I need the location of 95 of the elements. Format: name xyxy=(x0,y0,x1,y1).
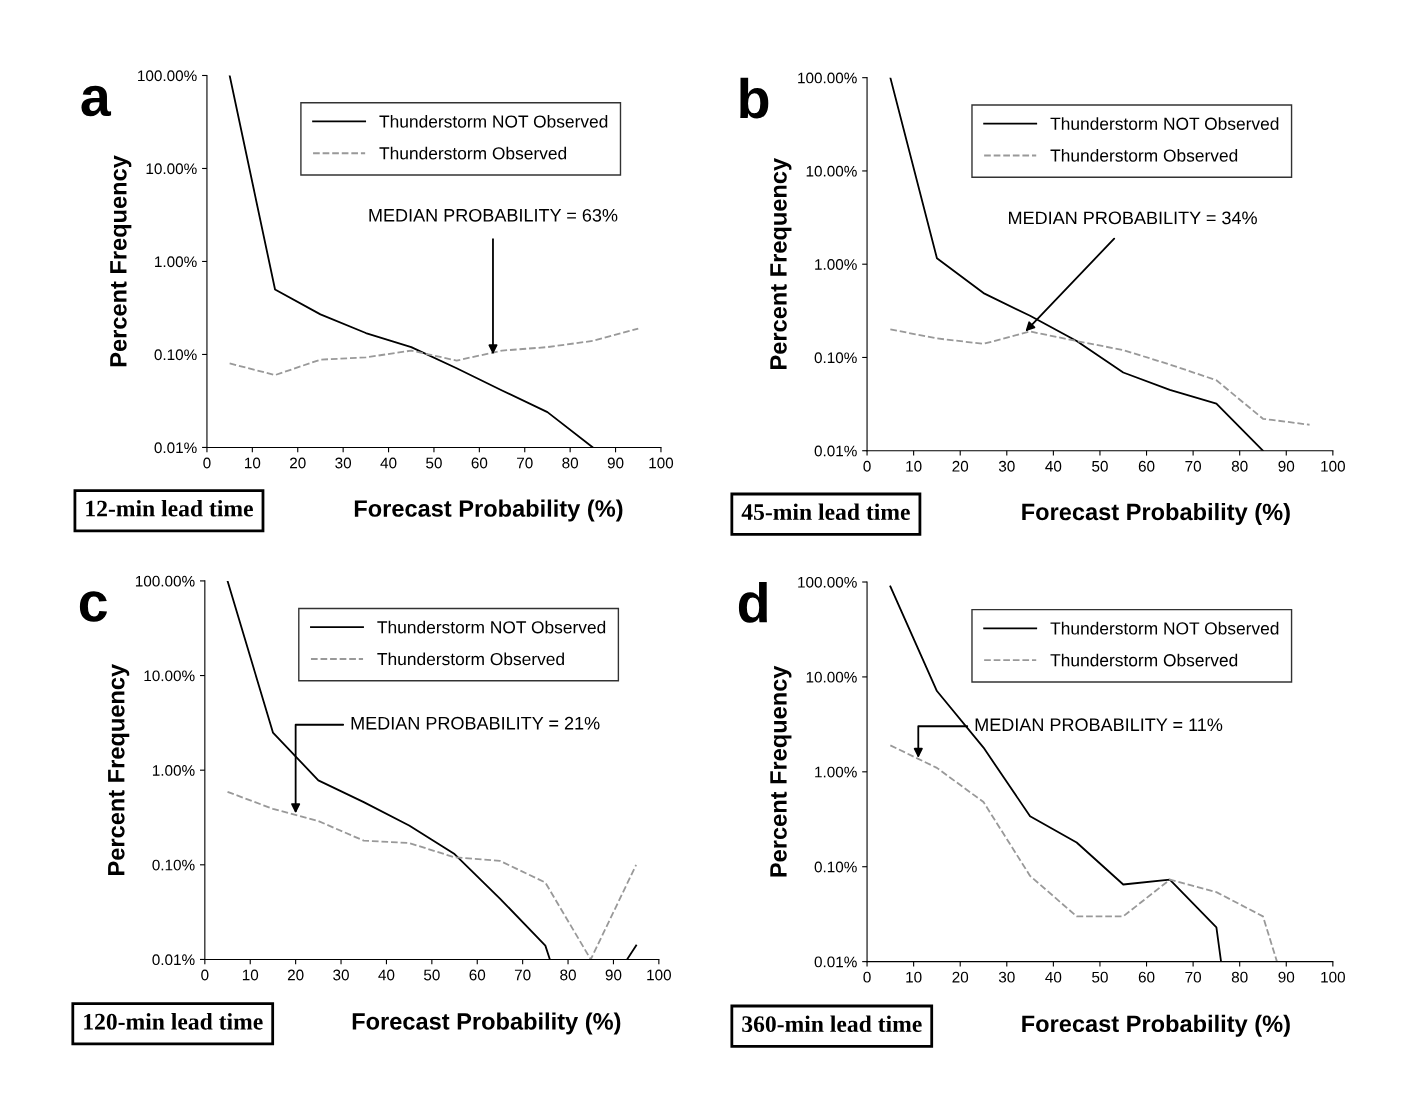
x-tick-label: 90 xyxy=(607,457,624,469)
x-tick-label: 80 xyxy=(560,969,576,981)
x-tick-label: 80 xyxy=(562,457,579,469)
y-tick-label: 100.00% xyxy=(798,72,857,84)
text: 45-min lead time xyxy=(741,503,910,521)
text: b xyxy=(740,77,769,119)
y-tick-label: 100.00% xyxy=(798,576,857,588)
x-tick-label: 80 xyxy=(1231,971,1248,983)
text: d xyxy=(738,582,767,623)
x-axis-title: Forecast Probability (%) xyxy=(1022,1014,1290,1037)
legend-label: Thunderstorm Observed xyxy=(1050,148,1238,162)
x-tick-label: 100 xyxy=(647,969,671,981)
x-tick-label: 40 xyxy=(1045,971,1062,983)
x-tick-label: 30 xyxy=(998,460,1015,472)
x-tick-label: 100 xyxy=(1321,971,1345,983)
x-tick-label: 90 xyxy=(605,969,622,981)
x-tick-label: 50 xyxy=(426,457,442,469)
x-tick-label: 40 xyxy=(1045,460,1062,472)
x-tick-label: 80 xyxy=(1231,460,1248,472)
x-tick-label: 100 xyxy=(649,457,674,469)
y-tick-label: 10.00% xyxy=(806,671,857,683)
x-tick-label: 20 xyxy=(287,969,304,981)
y-tick-label: 10.00% xyxy=(144,670,195,682)
legend-label: Thunderstorm NOT Observed xyxy=(377,620,606,634)
y-tick-label: 10.00% xyxy=(146,163,197,175)
x-tick-label: 60 xyxy=(1138,460,1155,472)
x-tick-label: 30 xyxy=(333,969,349,981)
x-tick-label: 100 xyxy=(1321,460,1345,472)
annotation: MEDIAN PROBABILITY = 21% xyxy=(351,716,600,730)
y-tick-label: 1.00% xyxy=(815,259,857,270)
legend-label: Thunderstorm Observed xyxy=(377,652,564,666)
y-tick-label: 0.10% xyxy=(814,352,857,364)
text: 360-min lead time xyxy=(742,1015,922,1033)
y-axis-title: Percent Frequency xyxy=(770,158,792,369)
y-tick-label: 0.10% xyxy=(814,861,857,873)
x-tick-label: 0 xyxy=(863,971,871,983)
x-tick-label: 0 xyxy=(863,460,871,472)
x-tick-label: 70 xyxy=(1185,971,1202,983)
x-tick-label: 10 xyxy=(906,460,922,472)
x-tick-label: 70 xyxy=(514,969,531,981)
y-axis-title: Percent Frequency xyxy=(108,664,130,875)
line-series xyxy=(228,327,640,376)
text: a xyxy=(81,85,112,117)
y-tick-label: 0.01% xyxy=(154,442,197,454)
x-tick-label: 30 xyxy=(335,457,352,469)
x-tick-label: 40 xyxy=(378,969,395,981)
x-tick-label: 20 xyxy=(952,460,969,472)
x-tick-label: 0 xyxy=(203,457,211,469)
x-tick-label: 0 xyxy=(201,969,209,981)
annotation: MEDIAN PROBABILITY = 34% xyxy=(1009,211,1257,225)
x-tick-label: 10 xyxy=(242,969,259,981)
line-series xyxy=(226,790,638,960)
x-tick-label: 60 xyxy=(471,457,488,469)
x-tick-label: 40 xyxy=(380,457,397,469)
x-tick-label: 50 xyxy=(1092,971,1108,983)
x-axis-title: Forecast Probability (%) xyxy=(354,499,623,522)
x-tick-label: 90 xyxy=(1278,971,1295,983)
annotation: MEDIAN PROBABILITY = 11% xyxy=(975,718,1223,732)
line-series xyxy=(889,744,1278,962)
y-tick-label: 1.00% xyxy=(152,765,195,776)
y-tick-label: 0.10% xyxy=(152,859,195,871)
x-tick-label: 60 xyxy=(469,969,486,981)
text: c xyxy=(79,591,107,622)
y-tick-label: 10.00% xyxy=(806,165,857,177)
y-tick-label: 0.10% xyxy=(154,349,197,361)
x-tick-label: 50 xyxy=(423,969,440,981)
x-tick-label: 70 xyxy=(1185,460,1202,472)
legend-label: Thunderstorm NOT Observed xyxy=(1050,117,1279,130)
y-tick-label: 1.00% xyxy=(155,256,197,268)
text: 120-min lead time xyxy=(84,1013,263,1030)
x-tick-label: 20 xyxy=(290,457,306,469)
x-axis-title: Forecast Probability (%) xyxy=(352,1012,621,1035)
y-tick-label: 100.00% xyxy=(135,575,195,587)
y-tick-label: 0.01% xyxy=(152,954,195,966)
y-axis-title: Percent Frequency xyxy=(770,665,792,877)
x-tick-label: 70 xyxy=(517,457,533,469)
x-tick-label: 20 xyxy=(952,971,969,983)
x-tick-label: 90 xyxy=(1278,460,1295,472)
x-tick-label: 50 xyxy=(1092,460,1108,472)
legend-label: Thunderstorm NOT Observed xyxy=(379,114,608,128)
y-tick-label: 100.00% xyxy=(138,70,197,82)
y-tick-label: 0.01% xyxy=(814,956,857,968)
x-tick-label: 10 xyxy=(906,971,922,983)
x-tick-label: 30 xyxy=(998,971,1015,983)
x-tick-label: 10 xyxy=(245,457,261,469)
y-tick-label: 1.00% xyxy=(815,766,857,778)
text: 12-min lead time xyxy=(86,499,253,517)
x-tick-label: 60 xyxy=(1138,971,1155,983)
legend-label: Thunderstorm Observed xyxy=(379,146,567,160)
annotation: MEDIAN PROBABILITY = 63% xyxy=(369,208,618,222)
x-axis-title: Forecast Probability (%) xyxy=(1022,502,1290,525)
legend-label: Thunderstorm NOT Observed xyxy=(1050,621,1279,635)
legend-label: Thunderstorm Observed xyxy=(1050,653,1238,667)
y-axis-title: Percent Frequency xyxy=(110,155,132,367)
y-tick-label: 0.01% xyxy=(814,445,857,457)
